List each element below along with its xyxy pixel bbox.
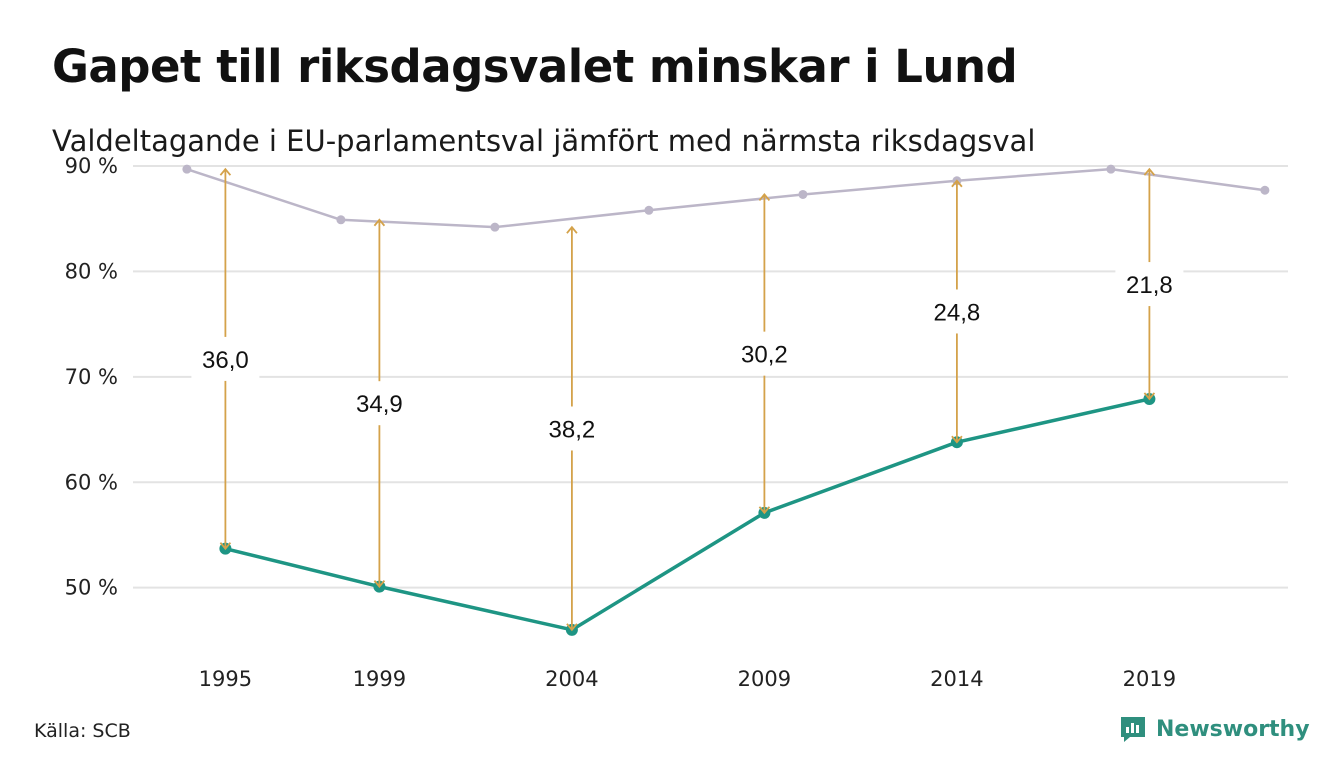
gap-label: 34,9	[356, 391, 403, 418]
gap-arrows: 36,0 34,9 38,2 30,2 24,8 21,8	[191, 167, 1184, 632]
gap-label-bg	[922, 289, 991, 334]
source-note: Källa: SCB	[34, 720, 131, 742]
x-tick-label: 2009	[738, 667, 791, 691]
y-tick-label: 80 %	[65, 259, 118, 283]
y-tick-label: 60 %	[65, 470, 118, 494]
gap-label: 24,8	[934, 299, 981, 326]
riksdag-point	[798, 189, 808, 199]
x-tick-label: 2004	[545, 667, 598, 691]
x-tick-label: 2014	[930, 667, 983, 691]
riksdag-line	[186, 167, 1266, 229]
gap-label: 38,2	[549, 416, 596, 443]
y-tick-label: 70 %	[65, 365, 118, 389]
y-tick-label: 90 %	[65, 154, 118, 178]
riksdag-point	[490, 222, 500, 232]
gap-label: 36,0	[202, 347, 249, 374]
bar-chart-speech-bubble-icon	[1121, 717, 1145, 742]
riksdag-series	[182, 164, 1270, 232]
x-tick-label: 2019	[1123, 667, 1176, 691]
gap-label: 30,2	[741, 342, 788, 369]
eu-series	[219, 392, 1156, 636]
x-tick-label: 1999	[353, 667, 406, 691]
x-tick-label: 1995	[199, 667, 252, 691]
gap-label-bg	[191, 336, 260, 381]
grid-lines	[133, 165, 1288, 589]
riksdag-point	[1106, 164, 1116, 174]
x-axis: 1995 1999 2004 2009 2014 2019	[199, 667, 1176, 691]
riksdag-point	[336, 215, 346, 225]
chart-subtitle: Valdeltagande i EU-parlamentsval jämfört…	[52, 124, 1036, 158]
riksdag-point	[644, 205, 654, 215]
eu-line	[224, 397, 1150, 632]
y-tick-label: 50 %	[65, 576, 118, 600]
riksdag-point	[182, 164, 192, 174]
gap-label: 21,8	[1126, 272, 1173, 299]
gap-label-bg	[345, 381, 414, 426]
brand-logo: Newsworthy	[1118, 714, 1310, 744]
gap-label-bg	[1115, 262, 1184, 307]
brand-name: Newsworthy	[1156, 716, 1310, 742]
gap-label-bg	[730, 331, 799, 376]
y-axis: 50 % 60 % 70 % 80 % 90 %	[65, 154, 118, 600]
gap-label-bg	[537, 406, 606, 451]
chart-title: Gapet till riksdagsvalet minskar i Lund	[52, 40, 1018, 93]
riksdag-point	[1260, 185, 1270, 195]
